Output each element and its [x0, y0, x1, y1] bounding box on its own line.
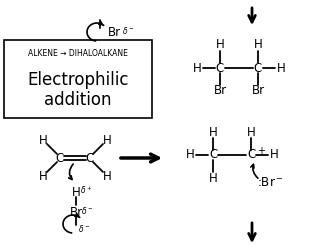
- Text: Br: Br: [213, 84, 226, 98]
- FancyArrowPatch shape: [69, 164, 73, 179]
- FancyArrowPatch shape: [251, 164, 258, 178]
- Text: H: H: [39, 134, 47, 146]
- Text: +: +: [257, 146, 265, 156]
- Text: C: C: [254, 61, 262, 75]
- Text: C: C: [209, 148, 217, 162]
- Text: Br: Br: [251, 84, 264, 98]
- Text: C: C: [56, 151, 64, 165]
- Text: H: H: [277, 61, 285, 75]
- Text: C: C: [216, 61, 224, 75]
- Text: $\delta^-$: $\delta^-$: [122, 24, 134, 36]
- Text: Br: Br: [108, 26, 121, 40]
- Text: H: H: [102, 134, 111, 146]
- Text: H: H: [216, 39, 224, 51]
- Text: H: H: [102, 170, 111, 182]
- Text: $\delta^+$: $\delta^+$: [80, 184, 92, 196]
- Text: H: H: [209, 172, 217, 184]
- Text: C: C: [247, 148, 255, 162]
- Text: :Br$^-$: :Br$^-$: [257, 175, 284, 188]
- Text: C: C: [86, 151, 94, 165]
- Text: H: H: [269, 148, 278, 162]
- Text: Electrophilic: Electrophilic: [27, 71, 129, 89]
- Text: H: H: [193, 61, 201, 75]
- Text: $\delta^-$: $\delta^-$: [81, 205, 93, 215]
- Text: addition: addition: [44, 91, 112, 109]
- Text: H: H: [185, 148, 194, 162]
- Text: Br: Br: [70, 206, 83, 219]
- Text: H: H: [39, 170, 47, 182]
- Text: H: H: [247, 125, 255, 139]
- Bar: [4, 40, 152, 118]
- Text: H: H: [209, 125, 217, 139]
- Text: ALKENE → DIHALOALKANE: ALKENE → DIHALOALKANE: [28, 48, 128, 57]
- Text: H: H: [254, 39, 262, 51]
- Text: H: H: [72, 186, 80, 200]
- Text: $\delta^-$: $\delta^-$: [78, 224, 90, 235]
